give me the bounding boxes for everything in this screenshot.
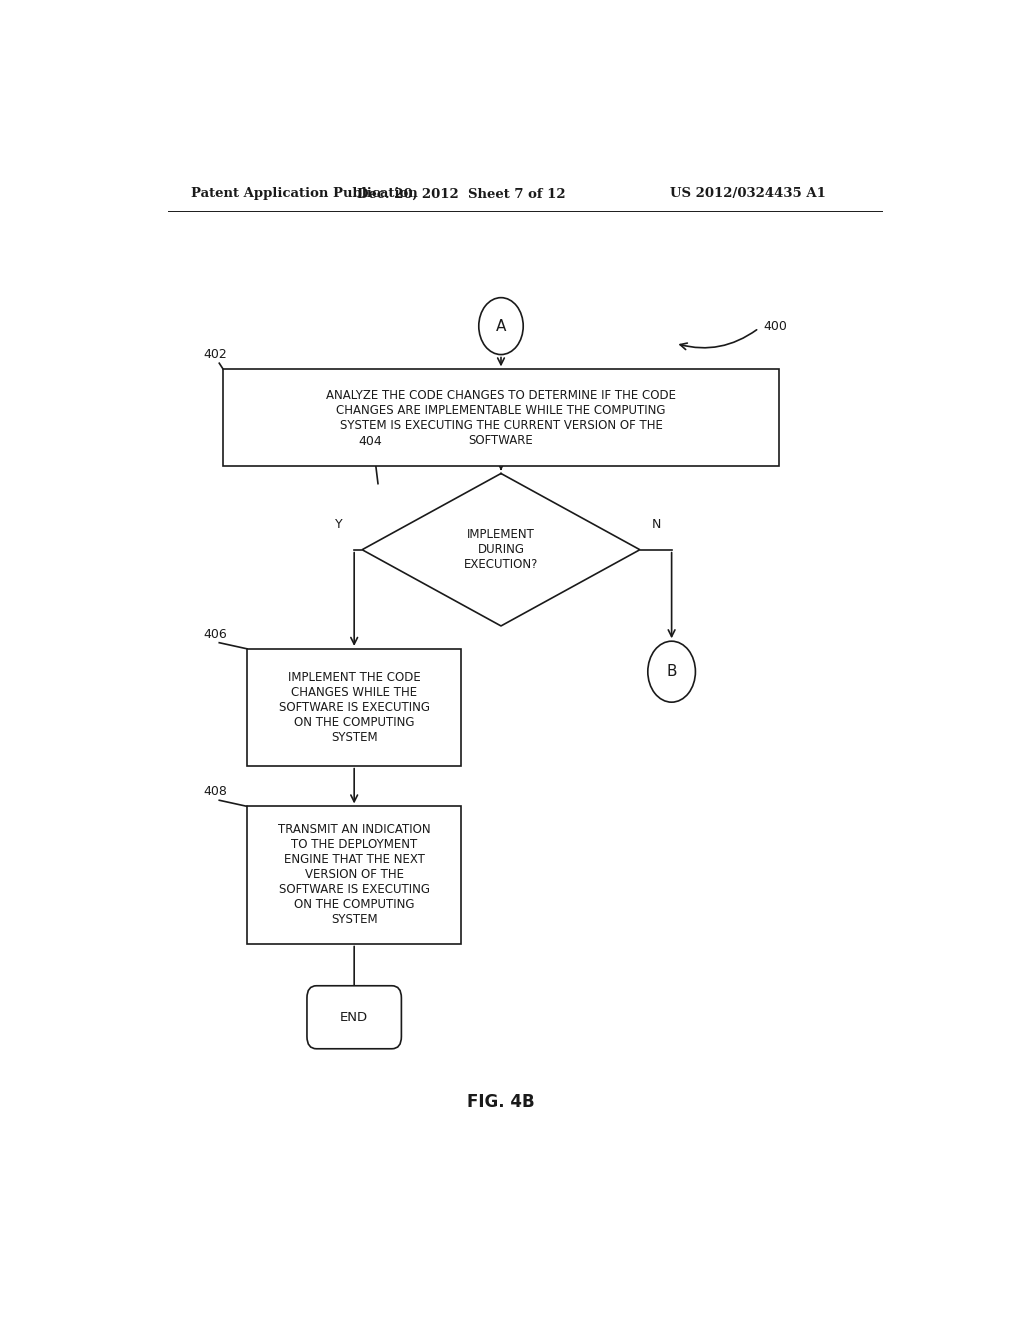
Text: IMPLEMENT THE CODE
CHANGES WHILE THE
SOFTWARE IS EXECUTING
ON THE COMPUTING
SYST: IMPLEMENT THE CODE CHANGES WHILE THE SOF… bbox=[279, 671, 430, 743]
Text: 404: 404 bbox=[358, 436, 382, 447]
Text: US 2012/0324435 A1: US 2012/0324435 A1 bbox=[671, 187, 826, 201]
Text: 402: 402 bbox=[204, 348, 227, 362]
Text: END: END bbox=[340, 1011, 369, 1024]
Bar bbox=[223, 370, 778, 466]
Text: Y: Y bbox=[335, 517, 342, 531]
Text: N: N bbox=[652, 517, 662, 531]
Text: 400: 400 bbox=[763, 319, 786, 333]
Circle shape bbox=[648, 642, 695, 702]
Bar bbox=[247, 807, 461, 944]
Text: IMPLEMENT
DURING
EXECUTION?: IMPLEMENT DURING EXECUTION? bbox=[464, 528, 539, 572]
Text: FIG. 4B: FIG. 4B bbox=[467, 1093, 535, 1110]
FancyBboxPatch shape bbox=[307, 986, 401, 1049]
Bar bbox=[247, 649, 461, 766]
Text: 406: 406 bbox=[204, 628, 227, 640]
Text: B: B bbox=[667, 664, 677, 680]
Text: ANALYZE THE CODE CHANGES TO DETERMINE IF THE CODE
CHANGES ARE IMPLEMENTABLE WHIL: ANALYZE THE CODE CHANGES TO DETERMINE IF… bbox=[326, 388, 676, 446]
Text: Dec. 20, 2012  Sheet 7 of 12: Dec. 20, 2012 Sheet 7 of 12 bbox=[357, 187, 565, 201]
Text: 408: 408 bbox=[204, 785, 227, 799]
Text: Patent Application Publication: Patent Application Publication bbox=[191, 187, 418, 201]
Text: TRANSMIT AN INDICATION
TO THE DEPLOYMENT
ENGINE THAT THE NEXT
VERSION OF THE
SOF: TRANSMIT AN INDICATION TO THE DEPLOYMENT… bbox=[278, 824, 430, 927]
Text: A: A bbox=[496, 318, 506, 334]
Circle shape bbox=[479, 297, 523, 355]
Polygon shape bbox=[362, 474, 640, 626]
